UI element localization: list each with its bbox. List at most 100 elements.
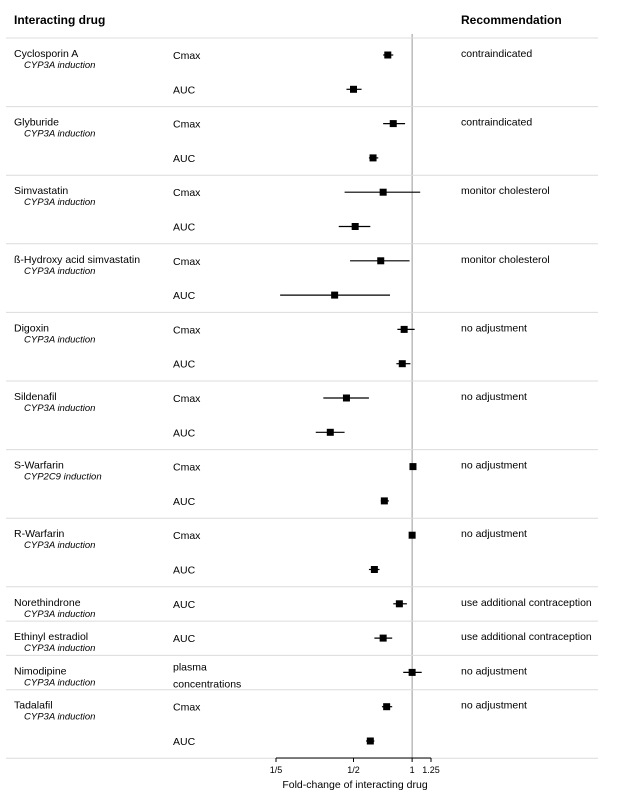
- point-estimate: [409, 463, 417, 471]
- drug-name: Tadalafil: [14, 700, 53, 712]
- drug-mechanism: CYP3A induction: [24, 60, 95, 71]
- x-tick-label: 1/5: [270, 765, 283, 775]
- point-estimate: [380, 497, 388, 505]
- point-estimate: [331, 291, 339, 299]
- point-estimate: [366, 737, 374, 745]
- forest-row: Cmax: [173, 702, 393, 714]
- recommendation-text: no adjustment: [461, 460, 527, 472]
- point-estimate: [384, 51, 392, 59]
- forest-row: Cmax: [173, 256, 410, 268]
- recommendation-text: no adjustment: [461, 528, 527, 540]
- recommendation-text: no adjustment: [461, 700, 527, 712]
- parameter-label: Cmax: [173, 50, 201, 62]
- parameter-label: plasma concentrations: [173, 661, 241, 690]
- point-estimate: [379, 634, 387, 642]
- forest-row: AUC: [173, 599, 407, 611]
- point-estimate: [377, 257, 385, 265]
- point-estimate: [395, 600, 403, 608]
- point-estimate: [379, 188, 387, 196]
- point-estimate: [326, 428, 334, 436]
- forest-row: Cmax: [173, 324, 415, 336]
- parameter-label: AUC: [173, 599, 196, 611]
- recommendation-text: use additional contraception: [461, 597, 592, 609]
- forest-row: AUC: [173, 633, 393, 645]
- drug-mechanism: CYP3A induction: [24, 197, 95, 208]
- drug-mechanism: CYP3A induction: [24, 712, 95, 723]
- header-recommendation: Recommendation: [461, 13, 562, 27]
- parameter-label: AUC: [173, 84, 196, 96]
- parameter-label: Cmax: [173, 702, 201, 714]
- drug-name: Simvastatin: [14, 185, 68, 197]
- recommendation-text: contraindicated: [461, 117, 532, 129]
- drug-mechanism: CYP2C9 induction: [24, 472, 102, 483]
- forest-row: AUC: [173, 427, 345, 439]
- forest-row: AUC: [173, 290, 391, 302]
- forest-row: AUC: [173, 359, 411, 371]
- x-tick-label: 1: [410, 765, 415, 775]
- drug-name: Digoxin: [14, 322, 49, 334]
- parameter-label: Cmax: [173, 256, 201, 268]
- forest-row: AUC: [173, 565, 380, 577]
- forest-row: Cmax: [173, 530, 416, 542]
- drug-mechanism: CYP3A induction: [24, 540, 95, 551]
- x-axis-label: Fold-change of interacting drug: [282, 779, 427, 791]
- forest-row: Cmax: [173, 187, 421, 199]
- recommendation-text: monitor cholesterol: [461, 185, 550, 197]
- parameter-label: Cmax: [173, 119, 201, 131]
- recommendation-text: no adjustment: [461, 322, 527, 334]
- drug-mechanism: CYP3A induction: [24, 643, 95, 654]
- parameter-label: Cmax: [173, 324, 201, 336]
- drug-name: ß-Hydroxy acid simvastatin: [14, 254, 140, 266]
- drug-name: R-Warfarin: [14, 528, 65, 540]
- parameter-label: Cmax: [173, 530, 201, 542]
- drug-mechanism: CYP3A induction: [24, 334, 95, 345]
- x-tick-label: 1.25: [422, 765, 440, 775]
- point-estimate: [369, 154, 377, 162]
- forest-row: Cmax: [173, 462, 417, 474]
- forest-row: AUC: [173, 222, 371, 234]
- forest-row: AUC: [173, 153, 379, 165]
- point-estimate: [408, 668, 416, 676]
- drug-mechanism: CYP3A induction: [24, 677, 95, 688]
- recommendation-text: use additional contraception: [461, 631, 592, 643]
- drug-name: Norethindrone: [14, 597, 81, 609]
- point-estimate: [389, 120, 397, 128]
- recommendation-text: no adjustment: [461, 391, 527, 403]
- drug-name: Ethinyl estradiol: [14, 631, 88, 643]
- point-estimate: [342, 394, 350, 402]
- parameter-label: AUC: [173, 153, 196, 165]
- forest-row: AUC: [173, 84, 362, 96]
- drug-mechanism: CYP3A induction: [24, 129, 95, 140]
- parameter-label: AUC: [173, 222, 196, 234]
- x-axis: 1/5 1/2 1 1.25: [270, 757, 440, 775]
- x-tick-label: 1/2: [347, 765, 360, 775]
- point-estimate: [398, 360, 406, 368]
- parameter-label: AUC: [173, 736, 196, 748]
- parameter-label: AUC: [173, 496, 196, 508]
- parameter-label: Cmax: [173, 462, 201, 474]
- parameter-label: AUC: [173, 427, 196, 439]
- point-estimate: [351, 223, 359, 230]
- parameter-label: AUC: [173, 565, 196, 577]
- drug-mechanism: CYP3A induction: [24, 403, 95, 414]
- point-estimate: [370, 566, 378, 573]
- drug-name: S-Warfarin: [14, 460, 64, 472]
- forest-row: plasma concentrations: [173, 661, 422, 690]
- recommendation-text: no adjustment: [461, 665, 527, 677]
- parameter-label: Cmax: [173, 187, 201, 199]
- point-estimate: [350, 85, 357, 93]
- drug-name: Glyburide: [14, 117, 59, 129]
